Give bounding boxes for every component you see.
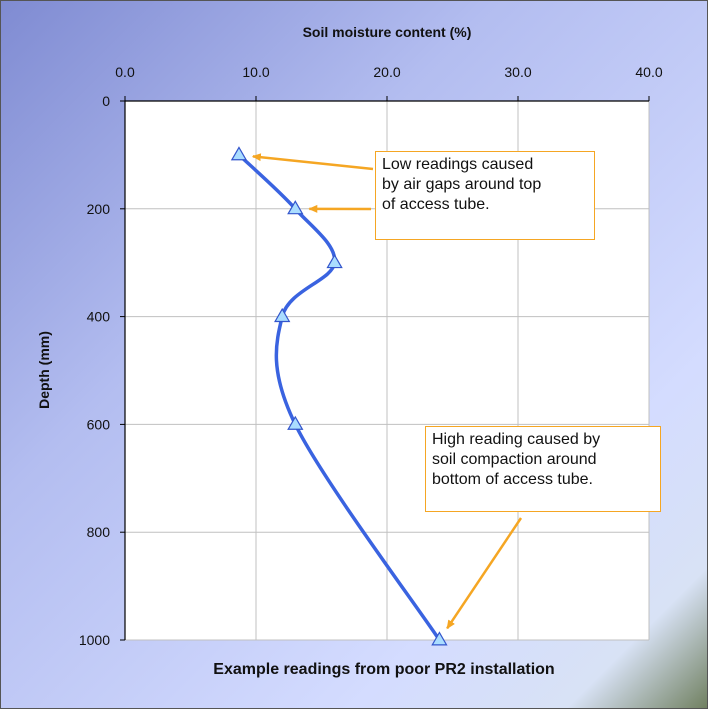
- x-axis-label: Soil moisture content (%): [303, 24, 472, 40]
- x-tick-label: 30.0: [504, 64, 531, 80]
- x-tick-label: 40.0: [635, 64, 662, 80]
- chart-caption: Example readings from poor PR2 installat…: [213, 661, 554, 678]
- y-tick-label: 1000: [79, 632, 110, 648]
- y-tick-label: 400: [87, 309, 111, 325]
- y-axis-label: Depth (mm): [36, 331, 52, 409]
- y-tick-label: 0: [102, 93, 110, 109]
- y-tick-label: 800: [87, 524, 111, 540]
- y-tick-label: 600: [87, 416, 111, 432]
- y-tick-label: 200: [87, 201, 111, 217]
- x-tick-label: 10.0: [242, 64, 269, 80]
- annotation-high-reading: High reading caused by soil compaction a…: [425, 426, 661, 512]
- annotation-low-readings: Low readings caused by air gaps around t…: [375, 151, 595, 240]
- x-tick-label: 20.0: [373, 64, 400, 80]
- x-tick-label: 0.0: [115, 64, 135, 80]
